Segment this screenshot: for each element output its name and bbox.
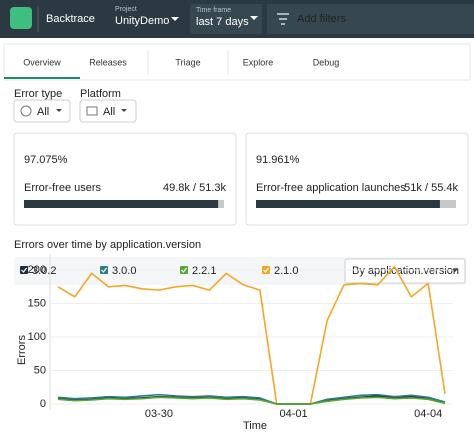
legend-checkbox[interactable] <box>262 266 270 274</box>
x-tick-label: 04-01 <box>279 408 307 420</box>
icon <box>86 106 98 116</box>
filter-value: All <box>37 106 49 118</box>
y-tick-label: 50 <box>34 364 46 376</box>
metric-value: 97.075% <box>24 154 68 166</box>
project-label: Project <box>115 6 137 13</box>
filter-label: Error type <box>14 88 62 100</box>
check-mark <box>101 267 107 273</box>
icon <box>20 105 32 117</box>
legend-checkbox[interactable] <box>100 266 108 274</box>
legend-checkbox[interactable] <box>20 266 28 274</box>
metric-ratio: 51k / 55.4k <box>404 182 458 194</box>
progress-bar <box>256 200 440 208</box>
check-mark <box>263 267 269 273</box>
series-line <box>57 393 446 405</box>
product-name: Backtrace <box>46 13 95 25</box>
legend-label[interactable]: 2.2.1 <box>192 265 216 277</box>
dropdown-arrow <box>250 16 258 20</box>
filter-input[interactable]: Add filters <box>297 13 346 25</box>
project-select[interactable]: UnityDemo <box>115 15 169 27</box>
filter-value: All <box>103 106 115 118</box>
check-mark <box>21 267 27 273</box>
y-tick-label: 200 <box>28 264 46 276</box>
group-by-select[interactable] <box>344 258 466 284</box>
metric-card <box>245 132 469 226</box>
check-mark <box>181 267 187 273</box>
chart-title: Errors over time by application.version <box>14 239 201 251</box>
dropdown-arrow <box>171 17 179 21</box>
platform-select[interactable] <box>79 99 137 123</box>
tab[interactable]: Explore <box>243 57 274 67</box>
timeframe-box[interactable] <box>190 4 262 34</box>
timeframe-select[interactable]: last 7 days <box>196 16 249 28</box>
x-axis-label: Time <box>243 420 267 432</box>
dropdown-arrow <box>56 109 62 112</box>
filter-icon <box>277 13 289 25</box>
metric-label: Error-free application launches <box>256 182 406 194</box>
series-line <box>57 396 446 405</box>
tab-bar <box>3 43 471 81</box>
tab[interactable]: Overview <box>23 57 61 67</box>
filter-box[interactable] <box>267 4 474 34</box>
progress-bar <box>24 200 219 208</box>
x-tick-label: 03-30 <box>145 408 173 420</box>
dropdown-arrow <box>452 269 458 272</box>
error-type-select[interactable] <box>13 99 71 123</box>
x-tick-label: 04-04 <box>414 408 442 420</box>
tab[interactable]: Triage <box>175 57 200 67</box>
y-tick-label: 100 <box>28 331 46 343</box>
dropdown-arrow <box>121 109 127 112</box>
legend-checkbox[interactable] <box>180 266 188 274</box>
metric-ratio: 49.8k / 51.3k <box>163 182 226 194</box>
tab[interactable]: Debug <box>313 57 340 67</box>
legend-label[interactable]: 2.1.0 <box>274 265 298 277</box>
y-axis-label: Errors <box>16 335 28 365</box>
metric-label: Error-free users <box>24 182 102 194</box>
group-by[interactable]: By application.version <box>352 265 459 277</box>
y-tick-label: 0 <box>40 398 46 410</box>
filter-label: Platform <box>80 88 121 100</box>
metric-card <box>13 132 237 226</box>
series-line <box>57 265 446 405</box>
legend-label[interactable]: 3.0.0 <box>112 265 136 277</box>
timeframe-label: Time frame <box>196 7 231 14</box>
logo[interactable] <box>10 7 32 29</box>
legend-label[interactable]: 3.0.2 <box>32 265 56 277</box>
tab[interactable]: Releases <box>89 57 127 67</box>
metric-value: 91.961% <box>256 154 300 166</box>
y-tick-label: 150 <box>28 297 46 309</box>
